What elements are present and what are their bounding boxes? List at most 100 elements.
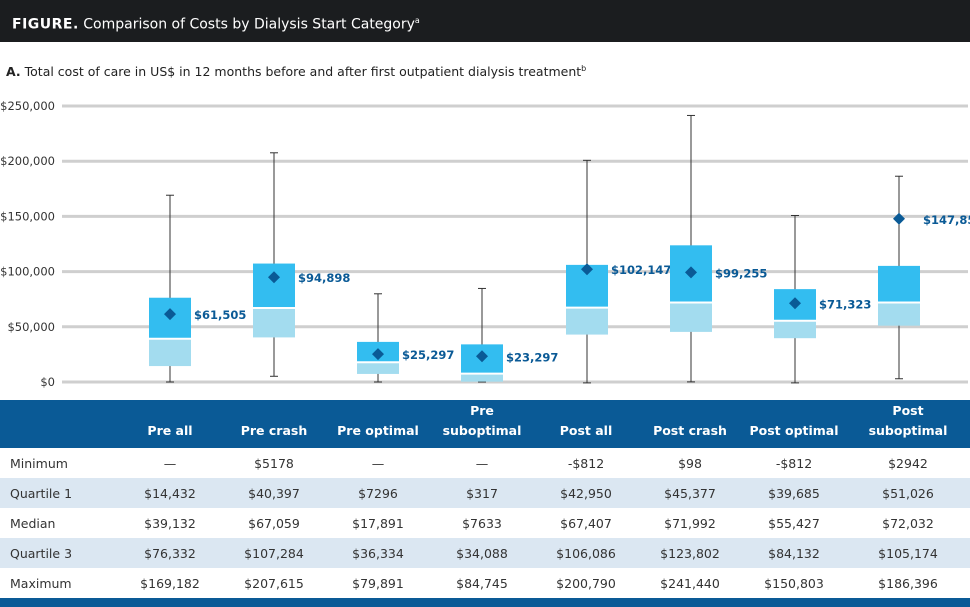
- summary-table: Pre all Pre crash Pre optimal Pre subopti…: [0, 400, 970, 598]
- table-cell: -$812: [567, 455, 605, 471]
- table-cell: $7296: [358, 485, 398, 501]
- mean-label: $147,851: [923, 213, 970, 227]
- table-row-maximum: Maximum $169,182 $207,615 $79,891 $84,74…: [0, 568, 970, 598]
- table-cell: $169,182: [140, 575, 200, 591]
- table-cell: $123,802: [660, 545, 720, 561]
- mean-marker: [164, 308, 176, 321]
- table-header-cell: Post all: [559, 423, 613, 438]
- box-upper: [253, 263, 295, 308]
- table-cell: $39,132: [144, 515, 196, 531]
- table-cell: $67,407: [560, 515, 612, 531]
- mean-marker: [476, 350, 488, 363]
- panel-title: A. Total cost of care in US$ in 12 month…: [6, 64, 586, 79]
- table-row-minimum: Minimum — $5178 — — -$812 $98 -$812 $294…: [0, 448, 970, 478]
- table-cell: $84,745: [456, 575, 508, 591]
- table-cell: $207,615: [244, 575, 304, 591]
- mean-marker: [268, 271, 280, 284]
- mean-label: $61,505: [194, 308, 246, 322]
- y-tick-label: $0: [40, 375, 55, 389]
- table-cell: $67,059: [248, 515, 300, 531]
- table-cell: $34,088: [456, 545, 508, 561]
- table-cell: $76,332: [144, 545, 196, 561]
- table-bottom-bar: [0, 598, 970, 607]
- table-cell: $317: [466, 485, 498, 501]
- figure-header: FIGURE. Comparison of Costs by Dialysis …: [0, 0, 970, 42]
- table-header-cell: Pre suboptimal: [442, 403, 522, 438]
- panel-title-footnote: b: [581, 64, 587, 73]
- table-row-quartile-1: Quartile 1 $14,432 $40,397 $7296 $317 $4…: [0, 478, 970, 508]
- table-cell: $98: [678, 455, 702, 471]
- table-cell: —: [475, 455, 489, 471]
- box-lower: [461, 373, 503, 382]
- table-cell: -$812: [775, 455, 813, 471]
- table-cell: $40,397: [248, 485, 300, 501]
- mean-marker: [789, 297, 801, 310]
- table-cell: $79,891: [352, 575, 404, 591]
- box-upper: [878, 265, 920, 303]
- mean-label: $71,323: [819, 297, 871, 311]
- table-cell: $14,432: [144, 485, 196, 501]
- box-plot-chart: $0 $50,000 $100,000 $150,000 $200,000 $250,00…: [0, 99, 970, 389]
- box-lower: [774, 320, 816, 339]
- box-lower: [357, 362, 399, 374]
- box-lower: [878, 302, 920, 326]
- table-cell: $36,334: [352, 545, 404, 561]
- row-label: Quartile 1: [10, 485, 73, 501]
- y-tick-label: $200,000: [0, 154, 55, 168]
- mean-marker: [372, 348, 384, 361]
- table-cell: $84,132: [768, 545, 820, 561]
- row-label: Minimum: [10, 455, 68, 471]
- table-cell: $106,086: [556, 545, 616, 561]
- table-header-cell: Post crash: [653, 423, 727, 438]
- table-header-corner: [0, 400, 118, 448]
- table-cell: $45,377: [664, 485, 716, 501]
- panel-label: A.: [6, 64, 21, 80]
- table-header-cell: Post optimal: [749, 423, 839, 438]
- box-lower: [670, 302, 712, 332]
- table-cell: $72,032: [882, 515, 934, 531]
- table-cell: —: [163, 455, 177, 471]
- box-lower: [566, 307, 608, 335]
- row-label: Median: [10, 515, 56, 531]
- table-cell: $55,427: [768, 515, 820, 531]
- table-cell: $105,174: [878, 545, 938, 561]
- table-cell: $2942: [888, 455, 928, 471]
- mean-label: $23,297: [506, 350, 558, 364]
- table-cell: $71,992: [664, 515, 716, 531]
- y-tick-label: $250,000: [0, 99, 55, 113]
- table-cell: $17,891: [352, 515, 404, 531]
- table-cell: $186,396: [878, 575, 938, 591]
- table-cell: $42,950: [560, 485, 612, 501]
- table-cell: $7633: [462, 515, 502, 531]
- figure-label: FIGURE.: [12, 16, 79, 33]
- mean-marker: [685, 266, 697, 279]
- y-tick-label: $50,000: [7, 320, 55, 334]
- mean-label: $25,297: [402, 348, 454, 362]
- table-cell: $51,026: [882, 485, 934, 501]
- mean-label: $99,255: [715, 266, 767, 280]
- table-row-median: Median $39,132 $67,059 $17,891 $7633 $67…: [0, 508, 970, 538]
- table-header-cell: Pre optimal: [337, 423, 419, 438]
- table-header-row: Pre all Pre crash Pre optimal Pre subopti…: [0, 400, 970, 448]
- mean-label: $102,147: [611, 263, 671, 277]
- y-tick-label: $100,000: [0, 265, 55, 279]
- figure-title-footnote: a: [414, 16, 420, 25]
- table-cell: $200,790: [556, 575, 616, 591]
- table-row-quartile-3: Quartile 3 $76,332 $107,284 $36,334 $34,…: [0, 538, 970, 568]
- table-header-cell: Pre crash: [240, 423, 308, 438]
- y-tick-label: $150,000: [0, 209, 55, 223]
- panel-title-text: Total cost of care in US$ in 12 months b…: [24, 64, 582, 80]
- table-cell: $5178: [254, 455, 294, 471]
- table-cell: $241,440: [660, 575, 720, 591]
- table-cell: $150,803: [764, 575, 824, 591]
- table-cell: —: [371, 455, 385, 471]
- row-label: Quartile 3: [10, 545, 73, 561]
- figure-title: Comparison of Costs by Dialysis Start Ca…: [83, 16, 415, 33]
- table-header-cell: Pre all: [147, 423, 193, 438]
- row-label: Maximum: [10, 575, 72, 591]
- mean-marker: [581, 263, 593, 276]
- box-lower: [149, 338, 191, 367]
- table-cell: $39,685: [768, 485, 820, 501]
- mean-marker: [893, 212, 905, 225]
- table-cell: $107,284: [244, 545, 304, 561]
